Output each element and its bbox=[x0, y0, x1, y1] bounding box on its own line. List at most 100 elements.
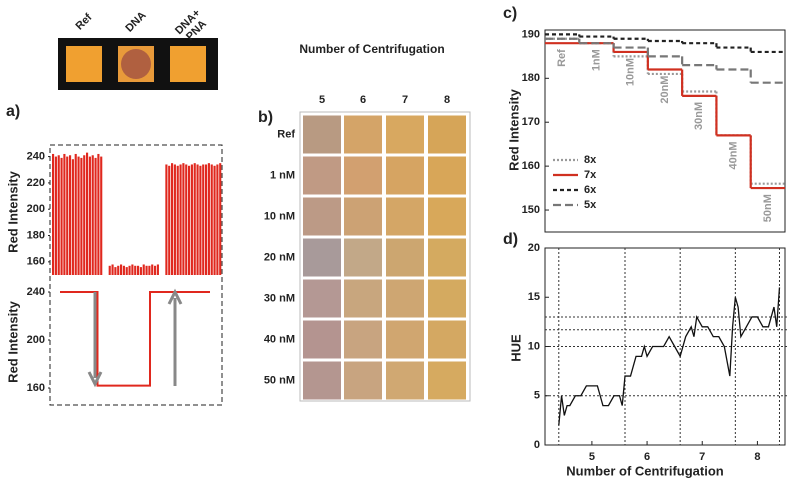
swatch bbox=[303, 156, 341, 195]
bar bbox=[86, 152, 89, 275]
x-tick-label: 7 bbox=[699, 451, 705, 463]
column-label: 7 bbox=[402, 94, 408, 106]
bar bbox=[148, 265, 151, 275]
swatch bbox=[386, 238, 424, 277]
bar bbox=[97, 153, 100, 275]
bar bbox=[131, 264, 134, 275]
bar bbox=[173, 164, 176, 275]
bar bbox=[165, 164, 168, 275]
swatch bbox=[344, 320, 382, 359]
swatch bbox=[344, 361, 382, 400]
category-label: 10nM bbox=[625, 58, 637, 86]
category-label: 20nM bbox=[659, 76, 671, 104]
bar bbox=[74, 153, 77, 275]
swatch bbox=[428, 197, 466, 236]
bar bbox=[111, 264, 114, 275]
y-tick-label: 10 bbox=[528, 340, 540, 352]
bar bbox=[80, 157, 83, 275]
bar bbox=[114, 267, 117, 275]
panel-label: d) bbox=[503, 231, 518, 248]
bar bbox=[52, 153, 55, 275]
bar bbox=[182, 163, 185, 275]
category-label: 30nM bbox=[693, 102, 705, 130]
swatch bbox=[428, 320, 466, 359]
bar bbox=[120, 264, 123, 275]
bar bbox=[171, 163, 174, 275]
bar bbox=[219, 163, 222, 275]
swatch bbox=[386, 320, 424, 359]
swatch bbox=[386, 115, 424, 154]
swatch bbox=[344, 156, 382, 195]
y-axis-label: HUE bbox=[508, 334, 523, 362]
legend-label: 8x bbox=[584, 154, 597, 166]
y-axis-label: Red Intensity bbox=[506, 88, 521, 170]
swatch bbox=[344, 197, 382, 236]
profile-line bbox=[60, 291, 210, 387]
bar bbox=[207, 163, 210, 275]
bar bbox=[71, 159, 74, 275]
y-axis-label: Red Intensity bbox=[5, 170, 20, 252]
y-tick-label: 5 bbox=[534, 390, 540, 402]
bar bbox=[185, 164, 188, 275]
bar bbox=[57, 155, 60, 275]
bar bbox=[66, 156, 69, 275]
swatch bbox=[303, 115, 341, 154]
legend-label: 6x bbox=[584, 184, 597, 196]
swatch bbox=[303, 238, 341, 277]
swatch bbox=[428, 156, 466, 195]
y-tick-label: 160 bbox=[27, 382, 45, 394]
legend-label: 7x bbox=[584, 169, 597, 181]
arrow bbox=[87, 292, 103, 388]
y-tick-label: 160 bbox=[522, 160, 540, 172]
bar bbox=[210, 164, 213, 275]
swatch bbox=[303, 361, 341, 400]
row-label: 1 nM bbox=[270, 169, 295, 181]
swatch bbox=[344, 115, 382, 154]
y-tick-label: 180 bbox=[522, 72, 540, 84]
row-label: 10 nM bbox=[264, 210, 295, 222]
y-tick-label: 150 bbox=[522, 204, 540, 216]
bar bbox=[151, 264, 154, 275]
sample-label: Ref bbox=[73, 11, 94, 32]
bar bbox=[154, 265, 157, 275]
swatch bbox=[428, 115, 466, 154]
sample-label: DNA bbox=[123, 9, 148, 34]
y-tick-label: 160 bbox=[27, 256, 45, 268]
bar bbox=[108, 265, 111, 275]
panel-title: Number of Centrifugation bbox=[299, 42, 444, 56]
y-tick-label: 240 bbox=[27, 286, 45, 298]
category-label: 40nM bbox=[727, 141, 739, 169]
swatch bbox=[344, 238, 382, 277]
bar bbox=[168, 165, 171, 275]
y-axis-label: Red Intensity bbox=[5, 300, 20, 382]
arrow bbox=[167, 288, 183, 386]
plot-frame bbox=[544, 29, 786, 233]
bar bbox=[156, 264, 159, 275]
bar bbox=[69, 155, 72, 275]
y-tick-label: 180 bbox=[27, 229, 45, 241]
y-tick-label: 0 bbox=[534, 439, 540, 451]
y-tick-label: 20 bbox=[528, 242, 540, 254]
bar bbox=[88, 156, 91, 275]
sample-dna-pna bbox=[170, 46, 206, 82]
bar bbox=[193, 163, 196, 275]
swatch bbox=[386, 156, 424, 195]
y-tick-label: 170 bbox=[522, 116, 540, 128]
y-tick-label: 190 bbox=[522, 28, 540, 40]
bar bbox=[142, 264, 145, 275]
panel-label: c) bbox=[503, 5, 517, 22]
swatch bbox=[386, 279, 424, 318]
bar bbox=[128, 265, 131, 275]
bar bbox=[179, 164, 182, 275]
y-tick-label: 220 bbox=[27, 177, 45, 189]
bar bbox=[202, 164, 205, 275]
column-label: 8 bbox=[444, 94, 450, 106]
swatch bbox=[344, 279, 382, 318]
bar bbox=[60, 157, 63, 275]
bar bbox=[176, 165, 179, 275]
panel-label: b) bbox=[258, 109, 273, 126]
bar bbox=[100, 156, 103, 275]
bar bbox=[54, 156, 57, 275]
row-label: Ref bbox=[277, 128, 295, 140]
bar bbox=[213, 165, 216, 275]
